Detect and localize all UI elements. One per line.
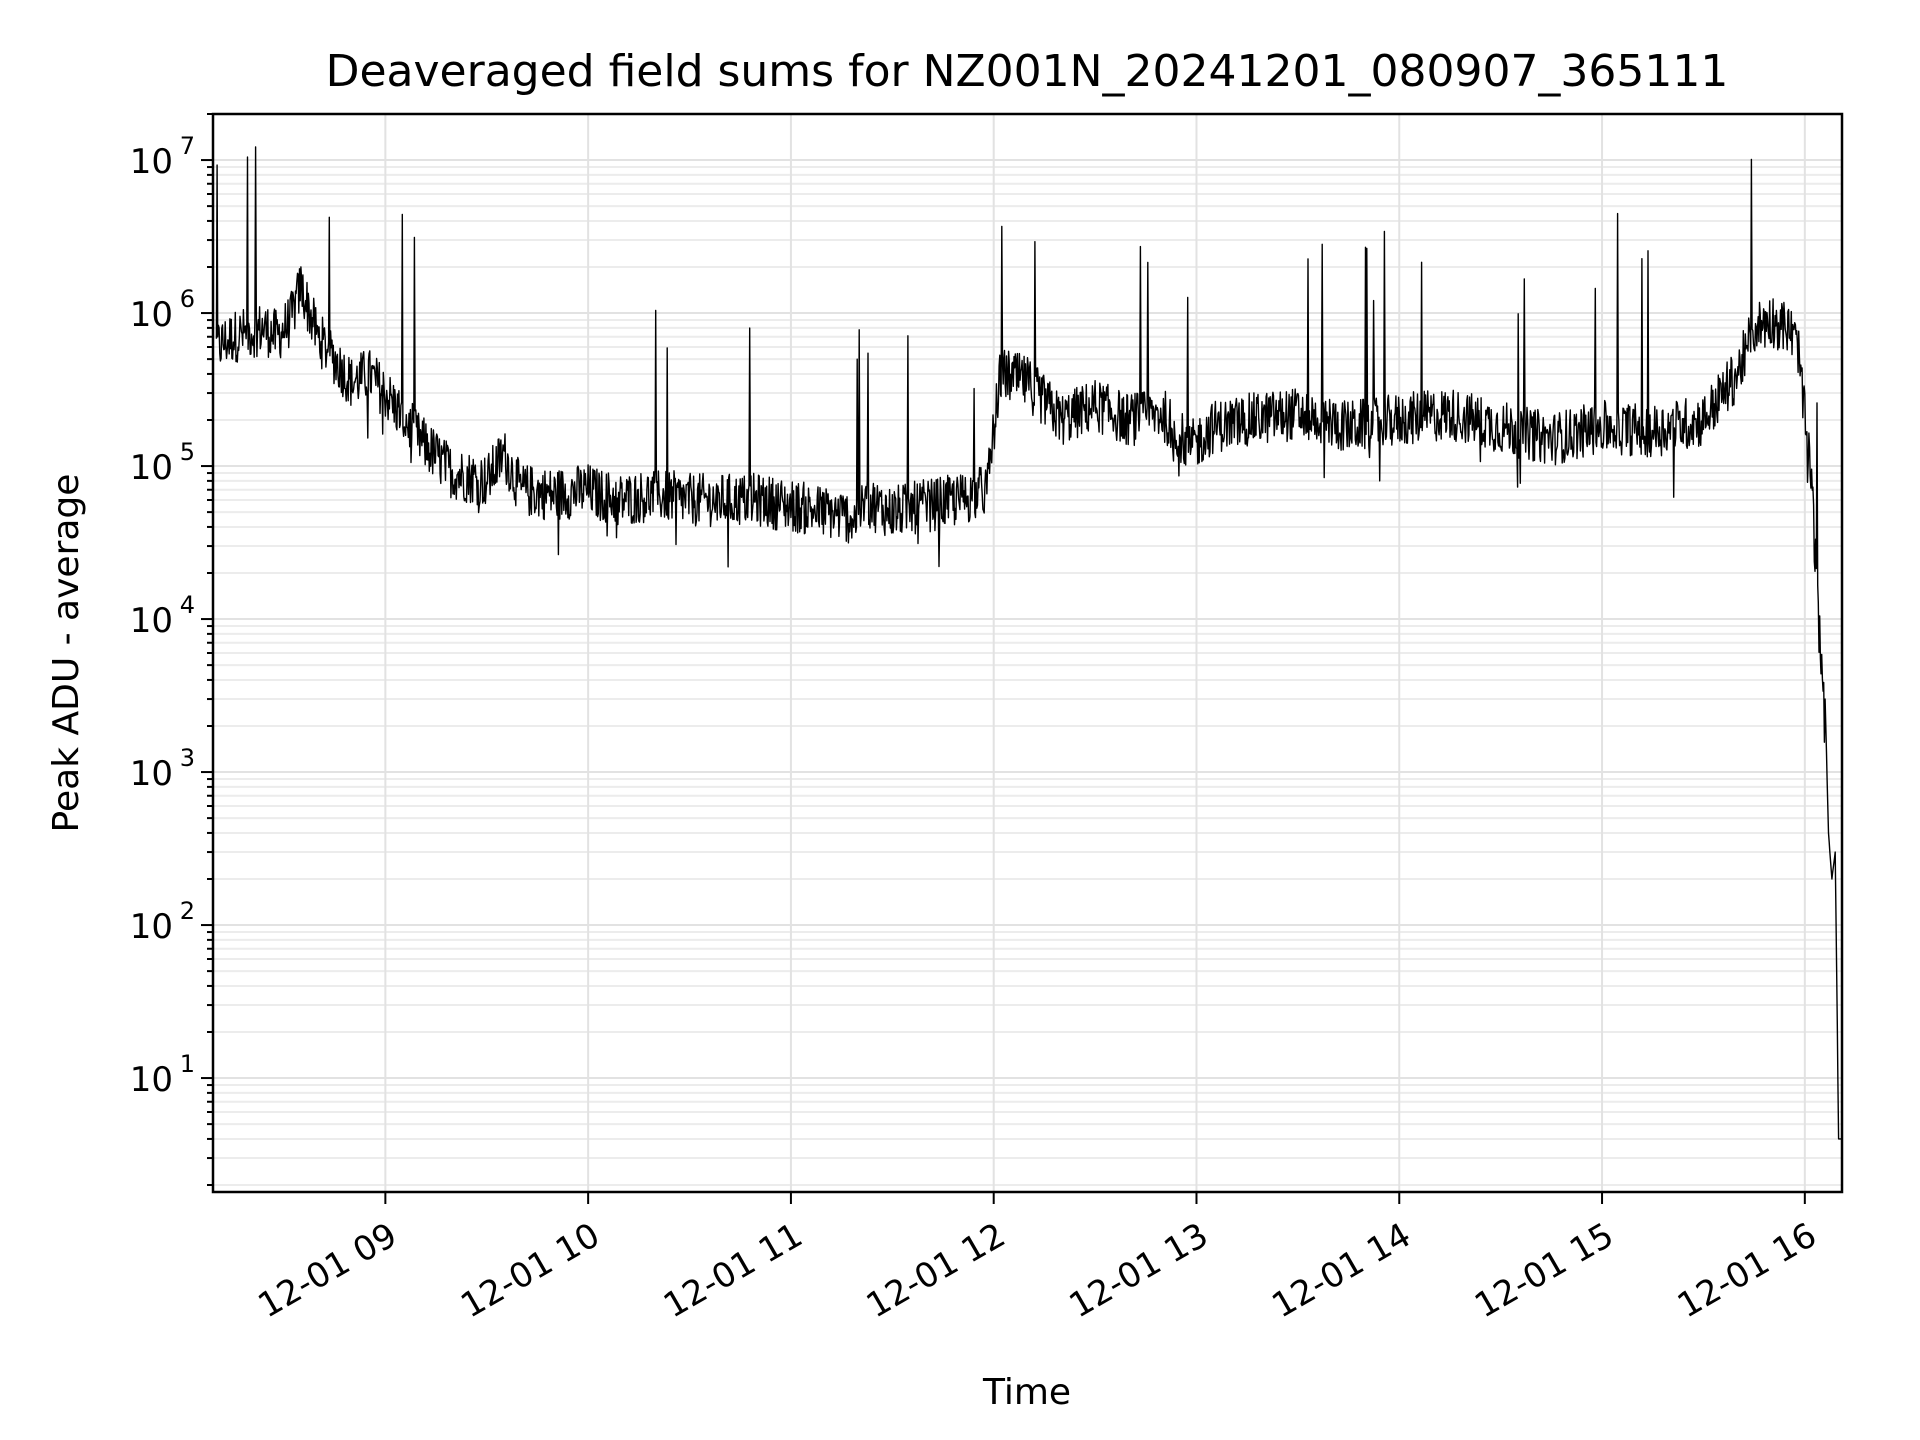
- y-axis-label: Peak ADU - average: [46, 474, 87, 833]
- chart-title: Deaveraged field sums for NZ001N_2024120…: [326, 46, 1729, 97]
- y-tick-exponent: 7: [180, 132, 195, 160]
- y-tick-exponent: 3: [180, 744, 195, 772]
- y-tick-label: 10: [130, 601, 173, 641]
- y-tick-label: 10: [130, 448, 173, 488]
- y-tick-exponent: 2: [180, 897, 195, 925]
- y-tick-exponent: 4: [180, 591, 195, 619]
- y-tick-label: 10: [130, 295, 173, 335]
- x-axis-label: Time: [982, 1372, 1071, 1413]
- y-tick-exponent: 5: [180, 438, 195, 466]
- grid: [213, 113, 1842, 1192]
- series-line: [215, 146, 1842, 1140]
- y-tick-label: 10: [130, 754, 173, 794]
- y-tick-exponent: 1: [180, 1050, 195, 1078]
- y-tick-exponent: 6: [180, 285, 195, 313]
- y-tick-label: 10: [130, 1060, 173, 1100]
- y-tick-label: 10: [130, 142, 173, 182]
- y-tick-label: 10: [130, 907, 173, 947]
